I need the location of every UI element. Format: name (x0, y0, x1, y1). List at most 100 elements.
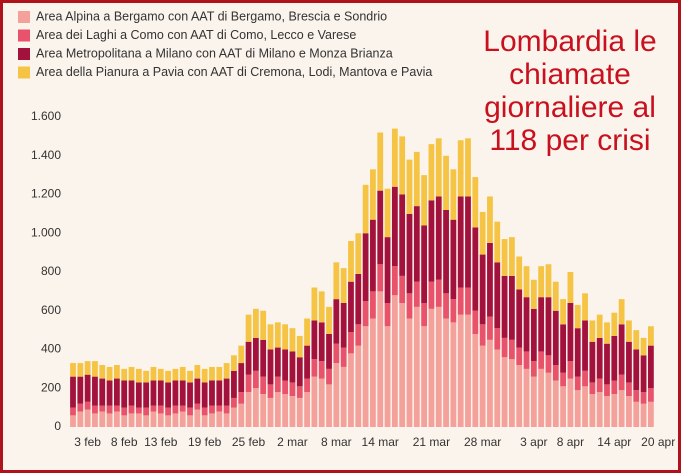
bar-segment (348, 332, 354, 354)
bar-segment (399, 194, 406, 276)
bar-segment (157, 405, 164, 414)
x-tick-label: 8 mar (321, 435, 352, 449)
bar-segment (406, 213, 413, 294)
bar-segment (443, 210, 449, 294)
bar-segment (450, 169, 457, 220)
bar-segment (179, 366, 186, 381)
bar-segment (494, 349, 501, 427)
bar-segment (340, 366, 347, 427)
bar-segment (77, 363, 84, 377)
bar-segment (179, 380, 186, 406)
bar-segment (128, 405, 135, 414)
bar-segment (406, 159, 413, 214)
bar-segment (99, 378, 106, 406)
bar-segment (582, 293, 588, 321)
bar-segment (399, 303, 406, 427)
bar-segment (399, 136, 406, 195)
bar-segment (479, 345, 486, 427)
bar-segment (157, 368, 164, 381)
bar-segment (377, 190, 384, 265)
bar-segment (135, 407, 142, 414)
bar-segment (157, 413, 164, 427)
bar-segment (70, 376, 76, 408)
bar-segment (187, 370, 193, 383)
bar-segment (501, 357, 508, 427)
bar-segment (435, 279, 442, 307)
bar-segment (457, 140, 464, 197)
bar-segment (274, 347, 281, 377)
bar-segment (377, 291, 384, 427)
bar-segment (267, 349, 274, 385)
bar-segment (165, 415, 171, 427)
bar-segment (457, 287, 464, 315)
bar-segment (231, 370, 237, 398)
bar-segment (472, 334, 479, 427)
bar-segment (552, 310, 559, 365)
bar-segment (143, 370, 150, 383)
bar-segment (457, 314, 464, 427)
bar-segment (435, 306, 442, 427)
bar-segment (216, 405, 223, 412)
bar-segment (487, 339, 493, 427)
bar-segment (179, 411, 186, 427)
y-tick-label: 1.400 (31, 148, 61, 162)
bar-segment (626, 320, 632, 342)
bar-segment (640, 403, 647, 427)
bar-segment (516, 256, 523, 290)
bar-segment (545, 297, 552, 356)
bar-segment (633, 330, 640, 350)
bar-segment (172, 380, 179, 406)
bar-segment (589, 394, 596, 427)
bar-segment (516, 347, 523, 365)
legend-label: Area Metropolitana a Milano con AAT di M… (36, 46, 393, 60)
bar-segment (391, 128, 398, 187)
bar-segment (538, 266, 545, 298)
bar-segment (143, 407, 150, 416)
bar-segment (596, 392, 603, 427)
bar-segment (574, 390, 581, 427)
bar-segment (560, 372, 567, 387)
y-tick-label: 400 (41, 342, 61, 356)
bar-segment (647, 401, 654, 427)
bar-segment (355, 345, 362, 427)
bar-segment (421, 303, 428, 327)
bar-segment (428, 308, 435, 427)
bar-segment (589, 320, 596, 342)
bar-segment (187, 415, 193, 427)
bar-segment (296, 357, 303, 387)
bar-segment (523, 368, 530, 427)
bar-segment (582, 320, 588, 371)
bar-segment (194, 403, 201, 410)
y-tick-label: 1.600 (31, 109, 61, 123)
bar-segment (545, 355, 552, 373)
bar-segment (647, 388, 654, 402)
bar-segment (326, 384, 332, 427)
bar-segment (611, 335, 618, 381)
bar-segment (121, 368, 128, 381)
bar-segment (362, 233, 369, 302)
bar-segment (216, 380, 223, 406)
bar-segment (289, 328, 296, 352)
bar-segment (135, 413, 142, 427)
x-tick-label: 3 apr (520, 435, 547, 449)
x-tick-label: 8 apr (557, 435, 584, 449)
bar-segment (135, 368, 142, 383)
bar-segment (128, 380, 135, 406)
bar-segment (128, 413, 135, 427)
x-tick-label: 20 apr (641, 435, 675, 449)
bar-segment (238, 392, 245, 404)
bar-segment (560, 299, 567, 325)
bar-segment (465, 138, 471, 197)
bar-segment (84, 401, 91, 410)
bar-segment (296, 397, 303, 427)
bar-segment (150, 380, 157, 406)
bar-segment (318, 361, 325, 379)
bar-segment (640, 337, 647, 356)
bar-segment (260, 310, 267, 340)
bar-segment (567, 361, 574, 379)
bar-segment (509, 359, 515, 427)
x-tick-label: 2 mar (277, 435, 308, 449)
bar-segment (187, 382, 193, 408)
bar-segment (530, 361, 537, 377)
bar-segment (596, 314, 603, 338)
